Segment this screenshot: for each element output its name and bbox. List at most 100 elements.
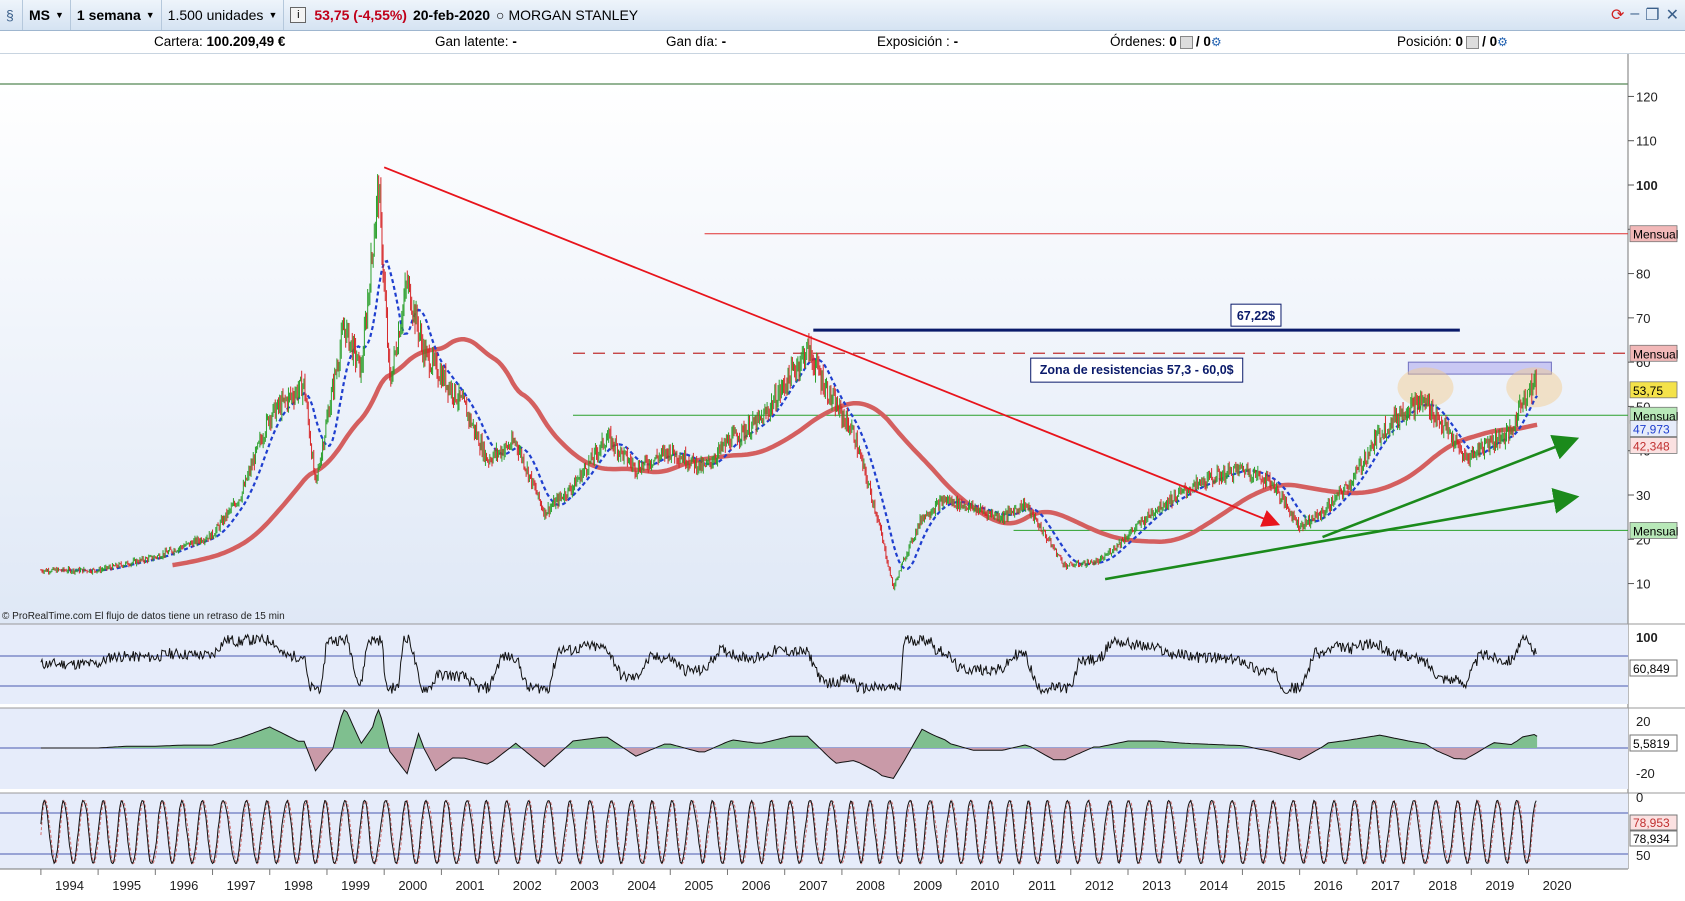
x-tick-label: 2008 (856, 878, 885, 893)
x-tick-label: 2009 (913, 878, 942, 893)
sync-icon[interactable]: ⟳ (1610, 7, 1625, 24)
green-uptrend-line-1 (1104, 487, 1580, 581)
symbol-label: MS (29, 7, 50, 23)
indicator-panel-bg-3 (0, 793, 1628, 869)
price-chart[interactable]: 120110100908070605040302010 67,22$ Zona d… (0, 54, 1685, 901)
x-tick-label: 2007 (799, 878, 828, 893)
restore-icon[interactable]: ❐ (1645, 7, 1660, 24)
x-tick-label: 2018 (1428, 878, 1457, 893)
close-icon[interactable]: ✕ (1665, 7, 1679, 24)
stoch-signal-line (40, 799, 1537, 865)
x-tick-label: 2019 (1485, 878, 1514, 893)
posicion-label: Posición: (1397, 34, 1452, 49)
mensual-tag-4: Mensual (1633, 524, 1678, 538)
trendlines-layer: 67,22$ Zona de resistencias 57,3 - 60,0$ (383, 166, 1580, 581)
chevron-down-icon: ▼ (268, 10, 278, 20)
zone-label: Zona de resistencias 57,3 - 60,0$ (1040, 363, 1234, 377)
gan-latente-value: - (512, 34, 517, 49)
momentum-line (40, 708, 1538, 779)
gear-icon[interactable]: ⚙ (1210, 35, 1222, 49)
resistance-zone (1407, 361, 1552, 375)
x-tick-label: 1995 (112, 878, 141, 893)
gan-latente-label: Gan latente: (435, 34, 509, 49)
stoch-value-tag-2-bg (1629, 830, 1678, 847)
units-label: 1.500 unidades (167, 7, 264, 23)
chevron-down-icon: ▼ (145, 10, 155, 20)
mensual-tag-4-bg (1629, 522, 1678, 539)
x-tick-label: 2001 (456, 878, 485, 893)
stoch-k-line (40, 799, 1537, 865)
x-tick-label: 2003 (570, 878, 599, 893)
x-tick-label: 2000 (398, 878, 427, 893)
exposicion-stat: Exposición : - (877, 34, 958, 49)
units-selector[interactable]: 1.500 unidades ▼ (162, 0, 285, 30)
y-tick-label: 30 (1636, 488, 1650, 503)
window-controls: ⟳ – ❐ ✕ (1611, 5, 1679, 25)
ma-fast-tag: 47,973 (1633, 423, 1670, 437)
ma-slow-tag: 42,348 (1633, 439, 1670, 453)
positions-list-icon[interactable] (1466, 35, 1480, 49)
app-menu-icon[interactable]: § (0, 0, 23, 30)
mensual-tag-3: Mensual (1633, 409, 1678, 423)
symbol-selector[interactable]: MS ▼ (23, 0, 71, 30)
rsi-value-tag: 60,849 (1633, 662, 1670, 676)
momentum-mid-label: 0 (1636, 790, 1643, 805)
x-tick-label: 2017 (1371, 878, 1400, 893)
momentum-low-label: -20 (1636, 766, 1655, 781)
x-tick-label: 1999 (341, 878, 370, 893)
x-tick-label: 2014 (1199, 878, 1228, 893)
gan-dia-label: Gan día: (666, 34, 718, 49)
ordenes-stat: Órdenes: 0 / 0⚙ (1110, 34, 1222, 49)
x-tick-label: 2006 (742, 878, 771, 893)
x-tick-label: 2010 (970, 878, 999, 893)
gear-icon[interactable]: ⚙ (1497, 35, 1508, 49)
ma-slow-tag-bg (1629, 436, 1678, 454)
axis-tags-layer: MensualMensual53,75Mensual47,97342,348Me… (1629, 225, 1678, 539)
x-tick-label: 2002 (513, 878, 542, 893)
cartera-value: 100.209,49 € (206, 34, 286, 49)
x-tick-label: 1994 (55, 878, 84, 893)
zone-label-box: Zona de resistencias 57,3 - 60,0$ (1030, 357, 1244, 383)
stoch-mid-label: 50 (1636, 848, 1650, 863)
mensual-tag-1: Mensual (1633, 228, 1678, 242)
resistance-label-bg (1230, 303, 1282, 327)
exposicion-value: - (953, 34, 959, 49)
ordenes-label: Órdenes: (1110, 34, 1166, 49)
posicion-count-b: / 0 (1482, 34, 1498, 49)
resistance-label-box: 67,22$ (1230, 303, 1282, 327)
x-tick-label: 1997 (227, 878, 256, 893)
info-icon[interactable]: i (290, 7, 307, 23)
resistance-label: 67,22$ (1237, 309, 1275, 323)
period-selector[interactable]: 1 semana ▼ (71, 0, 162, 30)
orders-list-icon[interactable] (1179, 35, 1193, 49)
ordenes-count: 0 (1169, 34, 1177, 49)
radio-icon[interactable]: ○ (496, 7, 505, 23)
cartera-stat: Cartera: 100.209,49 € (154, 34, 285, 49)
gan-dia-value: - (721, 34, 727, 49)
y-tick-label: 80 (1636, 267, 1650, 282)
instrument-name: MORGAN STANLEY (508, 7, 639, 23)
cartera-label: Cartera: (154, 34, 203, 49)
period-label: 1 semana (76, 7, 141, 23)
ma-slow-line (172, 337, 1538, 568)
price-tag-bg (1629, 381, 1678, 399)
ma-slow-layer (172, 337, 1538, 568)
stoch-value-tag-2: 78,934 (1633, 832, 1670, 846)
stoch-value-tag-1-bg (1629, 814, 1678, 831)
momentum-positive-area (40, 710, 1538, 748)
ordenes-count-b: / 0 (1195, 34, 1211, 49)
chevron-down-icon: ▼ (55, 10, 64, 20)
exposicion-label: Exposición : (877, 34, 950, 49)
x-tick-label: 2011 (1028, 878, 1056, 893)
posicion-stat: Posición: 0 / 0⚙ (1397, 34, 1508, 49)
rsi-top-label: 100 (1636, 630, 1658, 645)
x-tick-label: 2013 (1142, 878, 1171, 893)
red-downtrend-line (383, 166, 1281, 527)
y-axis: 120110100908070605040302010 (1628, 89, 1658, 592)
mensual-tag-2-bg (1629, 344, 1678, 362)
minimize-icon[interactable]: – (1630, 5, 1640, 22)
y-tick-label: 100 (1636, 178, 1658, 193)
y-tick-label: 120 (1636, 89, 1658, 104)
green-uptrend-line-2 (1322, 435, 1580, 539)
x-tick-label: 2012 (1085, 878, 1114, 893)
